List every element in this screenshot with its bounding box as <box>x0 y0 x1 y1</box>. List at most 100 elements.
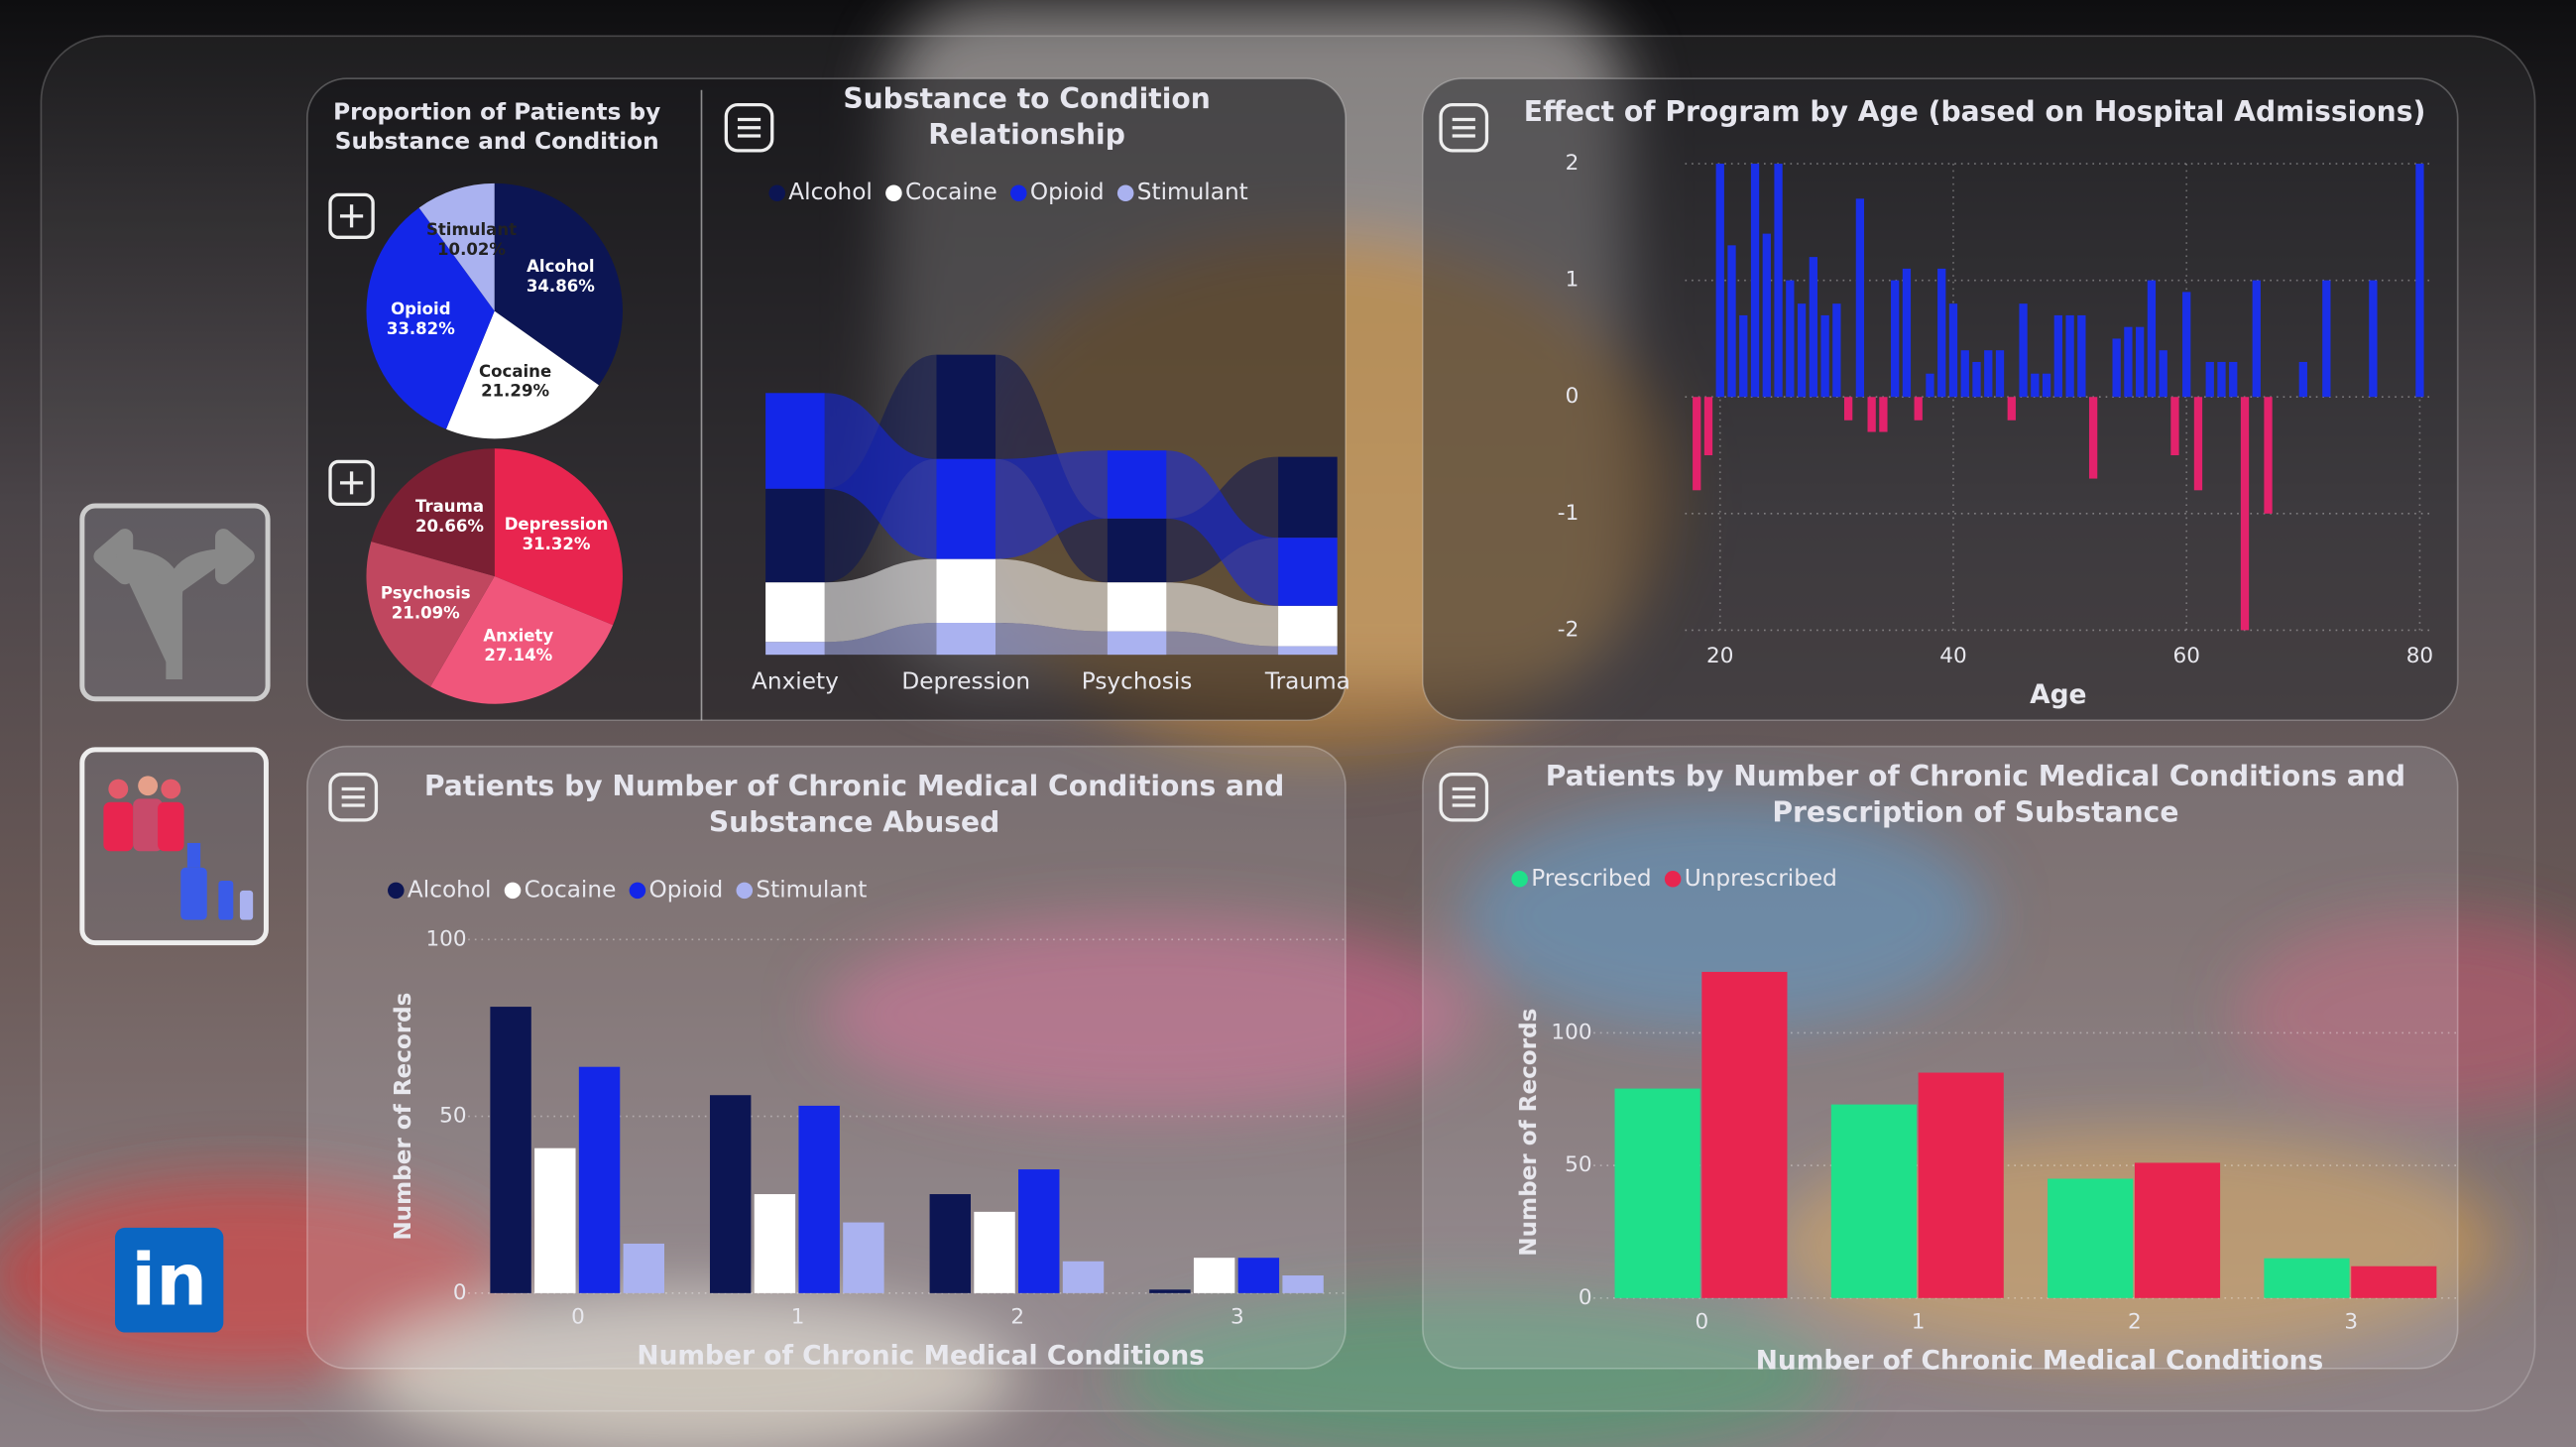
bar <box>2053 314 2062 398</box>
chart-title: Patients by Number of Chronic Medical Co… <box>423 771 1285 840</box>
ribbon <box>1166 582 1279 647</box>
legend-label: Cocaine <box>905 180 997 205</box>
linkedin-logo[interactable] <box>114 1227 224 1333</box>
ribbon-block <box>1107 518 1167 583</box>
bar <box>709 1095 752 1293</box>
bar <box>2205 361 2214 398</box>
bar <box>1774 164 1783 398</box>
bar <box>1750 164 1760 398</box>
bar <box>1984 350 1993 398</box>
x-axis-title: Number of Chronic Medical Conditions <box>637 1341 1205 1372</box>
legend-label: Alcohol <box>788 180 873 205</box>
bar <box>1832 303 1841 398</box>
bar <box>798 1105 840 1293</box>
x-tick-label: Depression <box>901 669 1030 695</box>
bar <box>2217 361 2226 398</box>
chart-title-box: Proportion of Patients by Substance and … <box>333 100 660 156</box>
ribbon-block <box>765 488 825 583</box>
ribbon <box>995 558 1108 632</box>
legend-label: Cocaine <box>525 877 617 903</box>
bar <box>1879 397 1888 432</box>
panel <box>1422 77 2459 722</box>
pie-slice <box>418 182 495 311</box>
linkedin-text: in <box>131 1239 207 1323</box>
bar <box>1614 1088 1700 1298</box>
ribbon <box>995 450 1108 559</box>
bar <box>2042 373 2051 398</box>
chart-title-box: Effect of Program by Age (based on Hospi… <box>1524 96 2426 129</box>
people-icon <box>103 776 254 920</box>
slice-category: Psychosis <box>381 584 471 603</box>
legend-label: Prescribed <box>1531 866 1651 892</box>
bar <box>1891 280 1900 398</box>
pie-slice <box>366 541 495 687</box>
y-tick-label: 2 <box>1566 151 1580 176</box>
x-tick-label: 3 <box>1230 1305 1244 1330</box>
menu-icons[interactable] <box>328 102 1489 822</box>
bar <box>2077 314 2086 398</box>
bar <box>2134 1162 2221 1298</box>
bar <box>754 1194 796 1293</box>
slice-category: Alcohol <box>527 257 594 276</box>
ribbon-block <box>1278 538 1338 606</box>
bar <box>2415 164 2424 398</box>
bar <box>1727 245 1736 398</box>
bar <box>1809 257 1817 398</box>
nav-arrow-icon <box>93 529 255 679</box>
ribbon-block <box>1107 582 1167 632</box>
x-tick-label: 3 <box>2344 1310 2358 1335</box>
legend-label: Unprescribed <box>1685 866 1837 892</box>
slice-value: 34.86% <box>527 277 595 296</box>
pie-slice <box>494 182 623 386</box>
bar <box>1902 268 1912 398</box>
x-tick-label: 2 <box>1010 1305 1024 1330</box>
slice-category: Opioid <box>391 300 450 318</box>
pie-slice <box>445 310 599 439</box>
y-axis-title: Number of Records <box>1516 1009 1542 1257</box>
bar <box>2264 397 2273 514</box>
ribbon-block <box>1107 450 1167 519</box>
slice-category: Cocaine <box>479 362 551 381</box>
y-tick-label: 1 <box>1566 268 1580 293</box>
bar <box>1693 397 1701 491</box>
x-tick-label: Anxiety <box>752 669 839 695</box>
bar <box>2240 397 2250 631</box>
bar <box>1914 397 1923 421</box>
bar <box>2369 280 2378 398</box>
bar <box>1062 1261 1105 1293</box>
x-tick-label: 60 <box>2173 644 2200 668</box>
bar <box>2136 326 2145 398</box>
ribbon <box>1166 631 1279 656</box>
legend-marker <box>736 882 754 900</box>
x-tick-label: 0 <box>1695 1310 1708 1335</box>
bar <box>2065 314 2074 398</box>
legend-marker <box>1664 871 1682 888</box>
legend-marker <box>629 882 646 900</box>
pie-slice <box>371 448 495 576</box>
x-tick-label: Psychosis <box>1082 669 1193 695</box>
bar <box>1918 1072 2004 1298</box>
bar <box>2264 1258 2350 1298</box>
bar <box>2088 397 2098 479</box>
bar <box>1018 1169 1060 1293</box>
legend-label: Opioid <box>648 877 723 903</box>
bar <box>2252 280 2261 398</box>
y-tick-label: -2 <box>1558 617 1579 642</box>
ribbon <box>995 622 1108 656</box>
x-tick-label: 1 <box>791 1305 805 1330</box>
ribbon-block <box>936 622 996 656</box>
bar <box>1703 397 1713 456</box>
x-tick-label: 2 <box>2128 1310 2142 1335</box>
legend-label: Alcohol <box>408 877 492 903</box>
ribbon <box>824 622 937 656</box>
ribbon <box>824 558 937 643</box>
bar <box>2351 1266 2437 1298</box>
bar <box>929 1194 972 1293</box>
ribbon-block <box>936 558 996 623</box>
x-tick-label: 80 <box>2406 644 2433 668</box>
slice-category: Stimulant <box>426 220 517 239</box>
slice-value: 10.02% <box>437 240 506 259</box>
bar <box>2159 350 2167 398</box>
